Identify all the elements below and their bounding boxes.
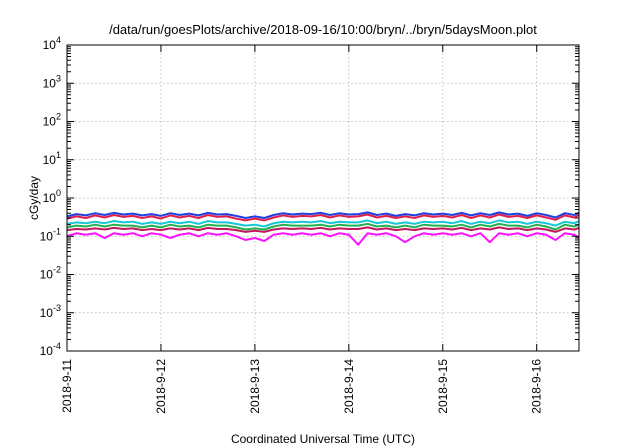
y-tick-label: 103 [43, 73, 61, 90]
series-line-4 [66, 222, 580, 231]
y-tick-label: 100 [43, 188, 61, 205]
x-axis-label: Coordinated Universal Time (UTC) [231, 432, 415, 446]
y-tick-label: 104 [43, 35, 61, 52]
series-line-1 [66, 211, 580, 219]
y-tick-label: 10-1 [40, 226, 61, 243]
grid-layer [67, 45, 579, 351]
y-tick-label: 10-3 [40, 303, 61, 320]
y-tick-label: 10-2 [40, 265, 61, 282]
x-tick-label: 2018-9-12 [154, 359, 168, 414]
series-layer [66, 211, 580, 246]
series-line-5 [66, 226, 580, 233]
chart-title: /data/run/goesPlots/archive/2018-09-16/1… [109, 22, 537, 37]
x-tick-label: 2018-9-16 [530, 359, 544, 414]
x-tick-label: 2018-9-14 [342, 359, 356, 414]
y-axis-label: cGy/day [27, 176, 41, 220]
x-tick-label: 2018-9-13 [248, 359, 262, 414]
y-tick-label: 101 [43, 150, 61, 167]
x-tick-label: 2018-9-15 [436, 359, 450, 414]
ticks-layer: 104 103 102 101 100 10-1 10-2 10-3 10-42018-9-11… [40, 35, 579, 414]
y-tick-label: 102 [43, 112, 61, 129]
series-line-2 [66, 213, 580, 222]
series-line-6 [66, 232, 580, 246]
y-tick-label: 10-4 [40, 341, 61, 358]
series-line-3 [66, 219, 580, 228]
x-tick-label: 2018-9-11 [60, 359, 74, 413]
